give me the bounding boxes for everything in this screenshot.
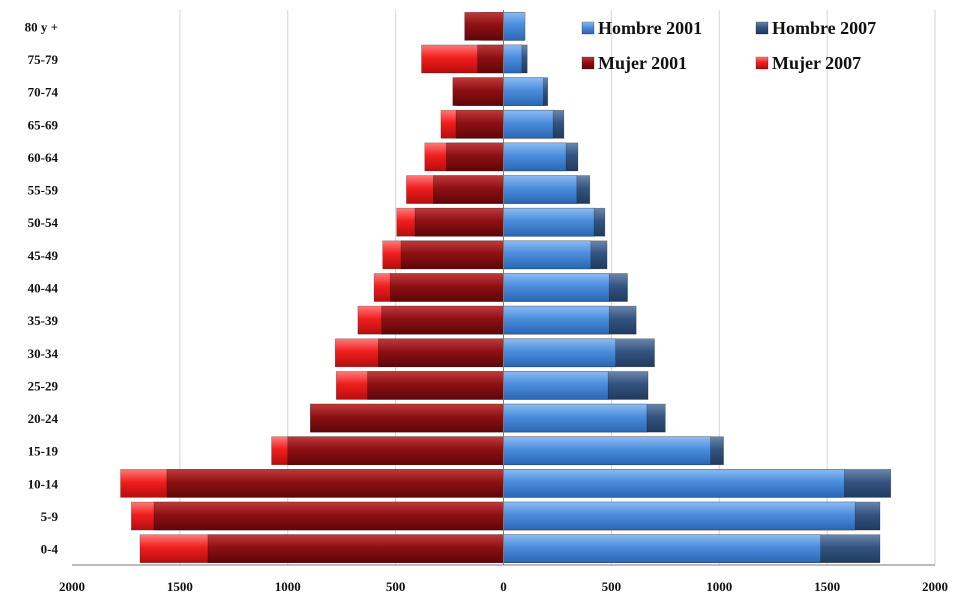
y-tick-label: 70-74 [28, 85, 59, 100]
x-tick-label: 1500 [814, 579, 840, 594]
legend-swatch-mujer-2007 [755, 56, 769, 70]
bar-mujer-2001-20-24 [310, 403, 504, 433]
bar-hombre-2001-15-19 [503, 436, 711, 466]
bar-hombre-2001-80y+ [503, 11, 526, 41]
x-tick-label: 0 [500, 579, 507, 594]
y-tick-label: 30-34 [28, 346, 59, 361]
bar-hombre-2001-60-64 [503, 142, 567, 172]
bar-mujer-2001-15-19 [287, 436, 504, 466]
bar-hombre-2001-45-49 [503, 240, 592, 270]
bar-mujer-2001-5-9 [153, 501, 504, 531]
x-tick-label: 500 [386, 579, 406, 594]
x-tick-label: 2000 [922, 579, 948, 594]
x-tick-label: 2000 [59, 579, 85, 594]
bar-mujer-2001-80y+ [464, 11, 504, 41]
bar-mujer-2001-30-34 [378, 338, 504, 368]
bar-mujer-2001-0-4 [207, 534, 504, 564]
x-tick-label: 1000 [706, 579, 732, 594]
bar-mujer-2001-50-54 [414, 207, 504, 237]
bars-2001-layer [153, 11, 856, 564]
bar-hombre-2001-70-74 [503, 77, 544, 106]
y-tick-label: 20-24 [28, 411, 59, 426]
y-tick-label: 60-64 [28, 150, 59, 165]
legend-label-hombre-2007: Hombre 2007 [772, 18, 876, 38]
legend-swatch-mujer-2001 [581, 56, 595, 70]
bar-mujer-2001-10-14 [166, 469, 504, 498]
legend: Hombre 2001 Hombre 2007 Mujer 2001 Mujer 20… [581, 18, 876, 73]
bar-hombre-2001-55-59 [503, 175, 578, 204]
x-tick-label: 500 [602, 579, 622, 594]
legend-label-mujer-2001: Mujer 2001 [598, 53, 687, 73]
legend-swatch-hombre-2001 [581, 21, 595, 35]
bar-hombre-2001-35-39 [503, 305, 610, 335]
bar-mujer-2001-75-79 [477, 44, 504, 74]
bar-mujer-2001-60-64 [446, 142, 504, 172]
bar-hombre-2001-20-24 [503, 403, 648, 433]
bar-mujer-2001-35-39 [381, 305, 504, 335]
y-tick-label: 75-79 [28, 52, 59, 67]
y-tick-label: 50-54 [28, 215, 59, 230]
bar-hombre-2001-40-44 [503, 273, 610, 302]
y-tick-label: 5-9 [41, 509, 59, 524]
bar-mujer-2001-70-74 [452, 77, 504, 106]
bar-mujer-2001-40-44 [389, 273, 504, 302]
bar-hombre-2001-10-14 [503, 469, 845, 498]
x-tick-label: 1000 [275, 579, 301, 594]
bar-hombre-2001-30-34 [503, 338, 616, 368]
x-tick-label: 1500 [167, 579, 193, 594]
bar-hombre-2001-65-69 [503, 109, 554, 139]
y-tick-label: 40-44 [28, 281, 59, 296]
bar-hombre-2001-25-29 [503, 371, 609, 400]
legend-label-hombre-2001: Hombre 2001 [598, 18, 702, 38]
bar-hombre-2001-0-4 [503, 534, 821, 564]
y-tick-label: 10-14 [28, 476, 59, 491]
legend-label-mujer-2007: Mujer 2007 [772, 53, 861, 73]
y-tick-label: 25-29 [28, 378, 59, 393]
y-tick-label: 45-49 [28, 248, 59, 263]
bar-mujer-2001-45-49 [400, 240, 504, 270]
y-tick-label: 0-4 [41, 542, 59, 557]
bar-mujer-2001-55-59 [433, 175, 504, 204]
y-tick-label: 80 y + [25, 19, 58, 34]
bar-hombre-2001-50-54 [503, 207, 595, 237]
bar-hombre-2001-5-9 [503, 501, 856, 531]
y-tick-label: 35-39 [28, 313, 59, 328]
bar-mujer-2001-25-29 [367, 371, 504, 400]
axes: 0-4 5-9 10-14 15-19 20-24 25-29 30-34 35-39 40-4… [25, 10, 948, 594]
bar-mujer-2001-65-69 [455, 109, 504, 139]
y-tick-label: 55-59 [28, 183, 59, 198]
y-tick-label: 65-69 [28, 117, 59, 132]
bar-hombre-2001-75-79 [503, 44, 523, 74]
legend-swatch-hombre-2007 [755, 21, 769, 35]
y-tick-label: 15-19 [28, 444, 59, 459]
